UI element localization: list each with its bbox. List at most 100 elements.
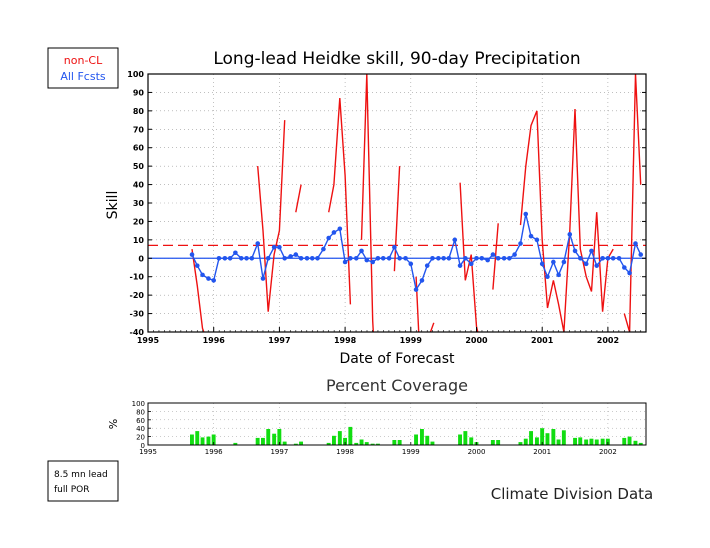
non-cl-line (519, 108, 614, 333)
all-fcsts-point (331, 230, 337, 235)
coverage-x-tick-label: 1997 (270, 448, 288, 456)
coverage-bar (364, 442, 369, 445)
all-fcsts-point (567, 232, 573, 237)
coverage-bar (326, 442, 331, 445)
y-tick-label: 40 (133, 181, 145, 190)
all-fcsts-point (359, 248, 364, 254)
y-tick-label: 90 (133, 88, 145, 97)
y-tick-label: 30 (133, 199, 145, 208)
coverage-x-tick-label: 1999 (402, 448, 420, 456)
main-chart-x-ticks: 1995 1996 1997 1998 1999 2000 2001 2002 (137, 327, 642, 345)
coverage-y-tick-label: 0 (141, 442, 145, 450)
non-cl-line (257, 120, 286, 312)
all-fcsts-point (337, 226, 343, 232)
coverage-bar (600, 438, 605, 445)
all-fcsts-point (463, 255, 468, 261)
coverage-chart-grid (148, 403, 646, 445)
coverage-bar (584, 439, 589, 445)
all-fcsts-point (452, 237, 458, 243)
all-fcsts-point (518, 241, 523, 246)
y-tick-label: -20 (130, 291, 145, 300)
x-tick-label: 2001 (531, 336, 554, 345)
coverage-bar (255, 437, 260, 445)
coverage-bar (594, 439, 599, 445)
all-fcsts-point (572, 248, 578, 254)
coverage-bar (490, 440, 495, 445)
all-fcsts-point (397, 255, 402, 261)
coverage-bar (370, 443, 375, 445)
y-tick-label: 10 (133, 236, 145, 245)
coverage-bar (200, 437, 205, 445)
all-fcsts-point (321, 246, 326, 252)
coverage-y-tick-label: 40 (136, 425, 145, 433)
coverage-bar (211, 434, 216, 445)
all-fcsts-point (403, 255, 408, 261)
coverage-bar (277, 429, 282, 445)
coverage-x-tick-label: 2000 (468, 448, 486, 456)
y-tick-label: 100 (127, 70, 144, 79)
all-fcsts-point (528, 233, 534, 239)
all-fcsts-point (216, 255, 222, 261)
info-box-frame (47, 460, 119, 502)
main-chart-y-axis-label: Skill (105, 191, 121, 220)
all-fcsts-point (523, 211, 529, 217)
legend-entry-all-fcsts: All Fcsts (60, 70, 106, 83)
y-tick-label: 50 (133, 162, 145, 171)
coverage-bar (272, 433, 277, 445)
all-fcsts-point (622, 265, 627, 270)
coverage-bar (463, 431, 468, 445)
x-tick-label: 2002 (597, 336, 619, 345)
all-fcsts-point (441, 255, 446, 261)
coverage-y-tick-label: 60 (136, 417, 145, 425)
all-fcsts-point (222, 255, 228, 261)
all-fcsts-point (490, 252, 496, 257)
coverage-bar (458, 434, 462, 445)
all-fcsts-point (206, 276, 211, 281)
coverage-bar (293, 443, 298, 445)
legend-entry-non-cl: non-CL (64, 54, 103, 67)
coverage-bar (496, 440, 501, 445)
all-fcsts-point (534, 237, 540, 243)
coverage-chart-y-axis-label: % (107, 419, 120, 429)
series-all-fcsts (189, 211, 644, 292)
all-fcsts-point (424, 263, 430, 268)
all-fcsts-point (315, 255, 320, 261)
y-tick-label: 20 (133, 217, 145, 226)
all-fcsts-point (189, 252, 195, 257)
all-fcsts-point (194, 263, 200, 268)
coverage-bar (190, 434, 194, 445)
coverage-bar (420, 429, 424, 445)
x-tick-label: 1997 (268, 336, 290, 345)
x-tick-label: 1998 (334, 336, 357, 345)
coverage-bar (605, 438, 610, 445)
coverage-bar (622, 437, 627, 445)
coverage-x-tick-label: 1998 (336, 448, 354, 456)
all-fcsts-point (507, 255, 512, 261)
all-fcsts-point (605, 255, 611, 261)
all-fcsts-point (233, 250, 238, 256)
all-fcsts-point (545, 274, 550, 280)
all-fcsts-point (589, 248, 594, 254)
footer-source: Climate Division Data (491, 485, 654, 503)
coverage-bar (535, 437, 539, 445)
coverage-bar (518, 442, 523, 445)
x-tick-label: 2000 (465, 336, 488, 345)
all-fcsts-point (561, 259, 567, 265)
coverage-bar (376, 443, 380, 445)
all-fcsts-point (610, 255, 616, 261)
coverage-bar (529, 431, 533, 445)
coverage-y-tick-label: 20 (136, 434, 145, 442)
all-fcsts-point (600, 255, 605, 261)
main-chart-title: Long-lead Heidke skill, 90-day Precipita… (213, 49, 580, 69)
coverage-bar (633, 440, 638, 445)
all-fcsts-point (227, 255, 233, 261)
non-cl-line (429, 322, 435, 333)
coverage-bar (282, 441, 287, 445)
all-fcsts-point (370, 259, 375, 265)
coverage-y-tick-label: 100 (132, 400, 145, 408)
all-fcsts-point (260, 276, 266, 281)
coverage-chart-frame (147, 402, 647, 446)
all-fcsts-point (594, 263, 600, 268)
all-fcsts-point (277, 244, 282, 250)
all-fcsts-point (633, 241, 638, 246)
